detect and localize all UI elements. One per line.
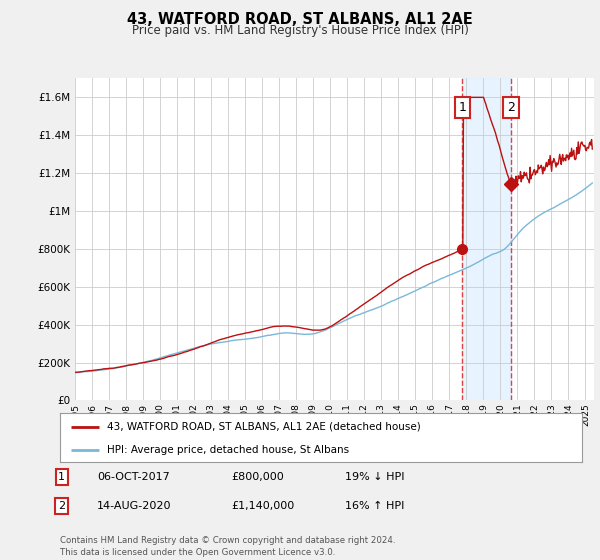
Text: 19% ↓ HPI: 19% ↓ HPI (345, 472, 404, 482)
Text: £1,140,000: £1,140,000 (231, 501, 294, 511)
Text: Price paid vs. HM Land Registry's House Price Index (HPI): Price paid vs. HM Land Registry's House … (131, 24, 469, 36)
Text: 06-OCT-2017: 06-OCT-2017 (97, 472, 170, 482)
Text: 43, WATFORD ROAD, ST ALBANS, AL1 2AE (detached house): 43, WATFORD ROAD, ST ALBANS, AL1 2AE (de… (107, 422, 421, 432)
Bar (463, 78, 511, 400)
Text: 14-AUG-2020: 14-AUG-2020 (97, 501, 172, 511)
Text: 16% ↑ HPI: 16% ↑ HPI (345, 501, 404, 511)
Text: HPI: Average price, detached house, St Albans: HPI: Average price, detached house, St A… (107, 445, 349, 455)
Text: 2: 2 (507, 101, 515, 114)
Text: 2: 2 (58, 501, 65, 511)
Text: Contains HM Land Registry data © Crown copyright and database right 2024.
This d: Contains HM Land Registry data © Crown c… (60, 536, 395, 557)
Text: £800,000: £800,000 (231, 472, 284, 482)
Text: 43, WATFORD ROAD, ST ALBANS, AL1 2AE: 43, WATFORD ROAD, ST ALBANS, AL1 2AE (127, 12, 473, 27)
Text: 1: 1 (58, 472, 65, 482)
Text: 1: 1 (458, 101, 466, 114)
